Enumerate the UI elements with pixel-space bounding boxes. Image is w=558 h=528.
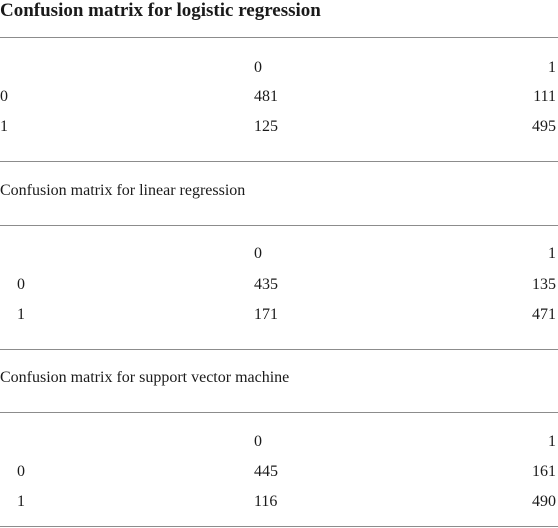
table-rule (0, 37, 558, 38)
row-label-1: 1 (17, 306, 25, 323)
row-label-0: 0 (17, 463, 25, 480)
column-header-0: 0 (254, 433, 262, 450)
column-header-1: 1 (548, 59, 556, 76)
row-label-1: 1 (0, 118, 8, 135)
cell-value: 116 (254, 493, 278, 510)
table-title-logistic-regression: Confusion matrix for logistic regression (0, 0, 321, 21)
cell-value: 135 (532, 276, 556, 293)
cell-value: 471 (532, 306, 556, 323)
cell-value: 161 (532, 463, 556, 480)
cell-value: 481 (254, 88, 278, 105)
row-label-0: 0 (0, 88, 8, 105)
column-header-0: 0 (254, 59, 262, 76)
column-header-1: 1 (548, 245, 556, 262)
cell-value: 111 (533, 88, 556, 105)
table-title-linear-regression: Confusion matrix for linear regression (0, 182, 246, 199)
row-label-1: 1 (17, 493, 25, 510)
cell-value: 171 (254, 306, 278, 323)
table-rule (0, 526, 558, 527)
row-label-0: 0 (17, 276, 25, 293)
table-rule (0, 349, 558, 350)
column-header-1: 1 (548, 433, 556, 450)
cell-value: 445 (254, 463, 278, 480)
table-title-support-vector-machine: Confusion matrix for support vector mach… (0, 369, 290, 386)
cell-value: 490 (532, 493, 556, 510)
cell-value: 495 (532, 118, 556, 135)
column-header-0: 0 (254, 245, 262, 262)
cell-value: 435 (254, 276, 278, 293)
cell-value: 125 (254, 118, 278, 135)
table-rule (0, 412, 558, 413)
table-rule (0, 225, 558, 226)
table-rule (0, 161, 558, 162)
